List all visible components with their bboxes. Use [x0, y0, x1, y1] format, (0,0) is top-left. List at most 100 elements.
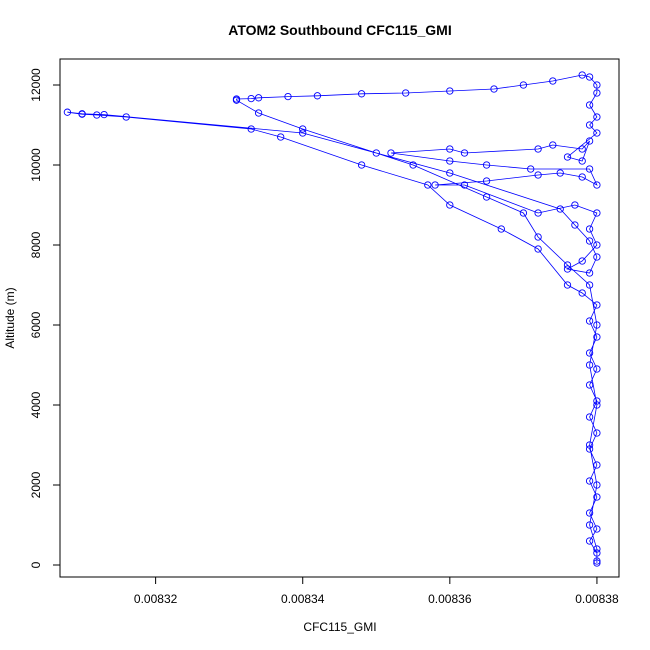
data-point	[534, 171, 542, 179]
data-point	[585, 101, 594, 109]
data-point	[593, 401, 601, 409]
data-point	[357, 161, 366, 169]
data-point	[254, 109, 263, 117]
data-point	[593, 559, 601, 567]
data-point	[585, 521, 594, 529]
data-point	[534, 209, 542, 217]
data-point	[122, 113, 130, 121]
data-point	[578, 173, 586, 181]
y-tick-label: 2000	[29, 471, 43, 498]
chart-title: ATOM2 Southbound CFC115_GMI	[228, 22, 452, 38]
data-point	[593, 549, 601, 557]
data-point	[519, 81, 528, 89]
data-point	[563, 265, 572, 273]
data-point	[482, 193, 491, 201]
data-point	[593, 461, 601, 469]
data-point	[571, 201, 579, 209]
data-point	[100, 110, 108, 119]
data-point	[593, 397, 601, 405]
data-point	[585, 361, 594, 369]
data-point	[446, 157, 454, 165]
data-point	[63, 108, 72, 116]
y-axis: 0 2000 4000 6000 8000 10000 12000	[29, 68, 61, 568]
data-point	[402, 89, 410, 97]
data-point	[446, 87, 454, 95]
data-point	[593, 209, 601, 217]
data-point	[563, 153, 572, 161]
data-point	[549, 77, 557, 85]
y-tick-label: 8000	[29, 231, 43, 258]
data-point	[372, 149, 380, 157]
data-point	[284, 92, 292, 101]
data-point	[585, 317, 594, 325]
data-point	[585, 349, 594, 357]
data-point	[497, 225, 505, 233]
data-point	[593, 321, 601, 329]
data-point	[571, 221, 579, 229]
data-point	[534, 145, 542, 153]
data-point	[563, 261, 572, 269]
data-point	[593, 81, 601, 89]
x-tick-label: 0.00834	[281, 592, 325, 606]
x-tick-label: 0.00838	[575, 592, 619, 606]
y-tick-label: 4000	[29, 391, 43, 418]
data-point	[409, 161, 417, 169]
data-point	[78, 110, 86, 118]
data-point	[313, 92, 322, 100]
y-tick-label: 0	[29, 561, 43, 568]
data-point	[593, 333, 601, 341]
data-point	[578, 289, 586, 297]
data-point	[482, 177, 491, 185]
data-point	[585, 477, 594, 485]
data-point	[593, 89, 601, 97]
data-point	[490, 85, 498, 93]
data-point	[593, 241, 601, 249]
data-point	[534, 245, 542, 253]
data-point	[593, 545, 601, 553]
data-point	[585, 165, 594, 173]
y-tick-label: 10000	[29, 148, 43, 182]
data-point	[585, 381, 594, 389]
data-point	[593, 181, 601, 189]
data-point	[585, 237, 594, 245]
data-point	[446, 201, 454, 209]
data-point	[585, 121, 594, 129]
data-point	[446, 145, 454, 153]
data-point	[93, 111, 101, 119]
data-point	[593, 301, 601, 309]
data-point	[578, 157, 586, 165]
data-point	[593, 429, 601, 437]
data-point	[299, 125, 307, 133]
data-point	[585, 413, 594, 421]
x-tick-label: 0.00832	[134, 592, 178, 606]
x-axis-label: CFC115_GMI	[303, 620, 376, 634]
data-point	[247, 125, 255, 133]
data-point	[519, 209, 528, 217]
data-point	[563, 281, 572, 289]
data-point	[482, 161, 491, 169]
data-point	[585, 281, 594, 289]
y-tick-label: 12000	[29, 68, 43, 102]
data-point	[357, 90, 366, 98]
data-point	[424, 181, 432, 189]
data-series	[63, 71, 601, 567]
data-point	[387, 149, 395, 157]
data-point	[460, 149, 469, 157]
data-point	[585, 441, 594, 449]
data-point	[578, 71, 586, 79]
data-point	[299, 129, 307, 137]
data-point	[593, 129, 601, 137]
data-point	[446, 169, 454, 177]
data-point	[232, 96, 241, 104]
x-axis: 0.00832 0.00834 0.00836 0.00838	[134, 576, 619, 606]
data-point	[277, 133, 285, 141]
y-tick-label: 6000	[29, 311, 43, 338]
data-point	[460, 181, 469, 189]
data-point	[593, 525, 601, 533]
data-point	[578, 257, 586, 265]
data-point	[585, 225, 594, 233]
data-point	[593, 557, 601, 565]
data-point	[247, 94, 255, 103]
